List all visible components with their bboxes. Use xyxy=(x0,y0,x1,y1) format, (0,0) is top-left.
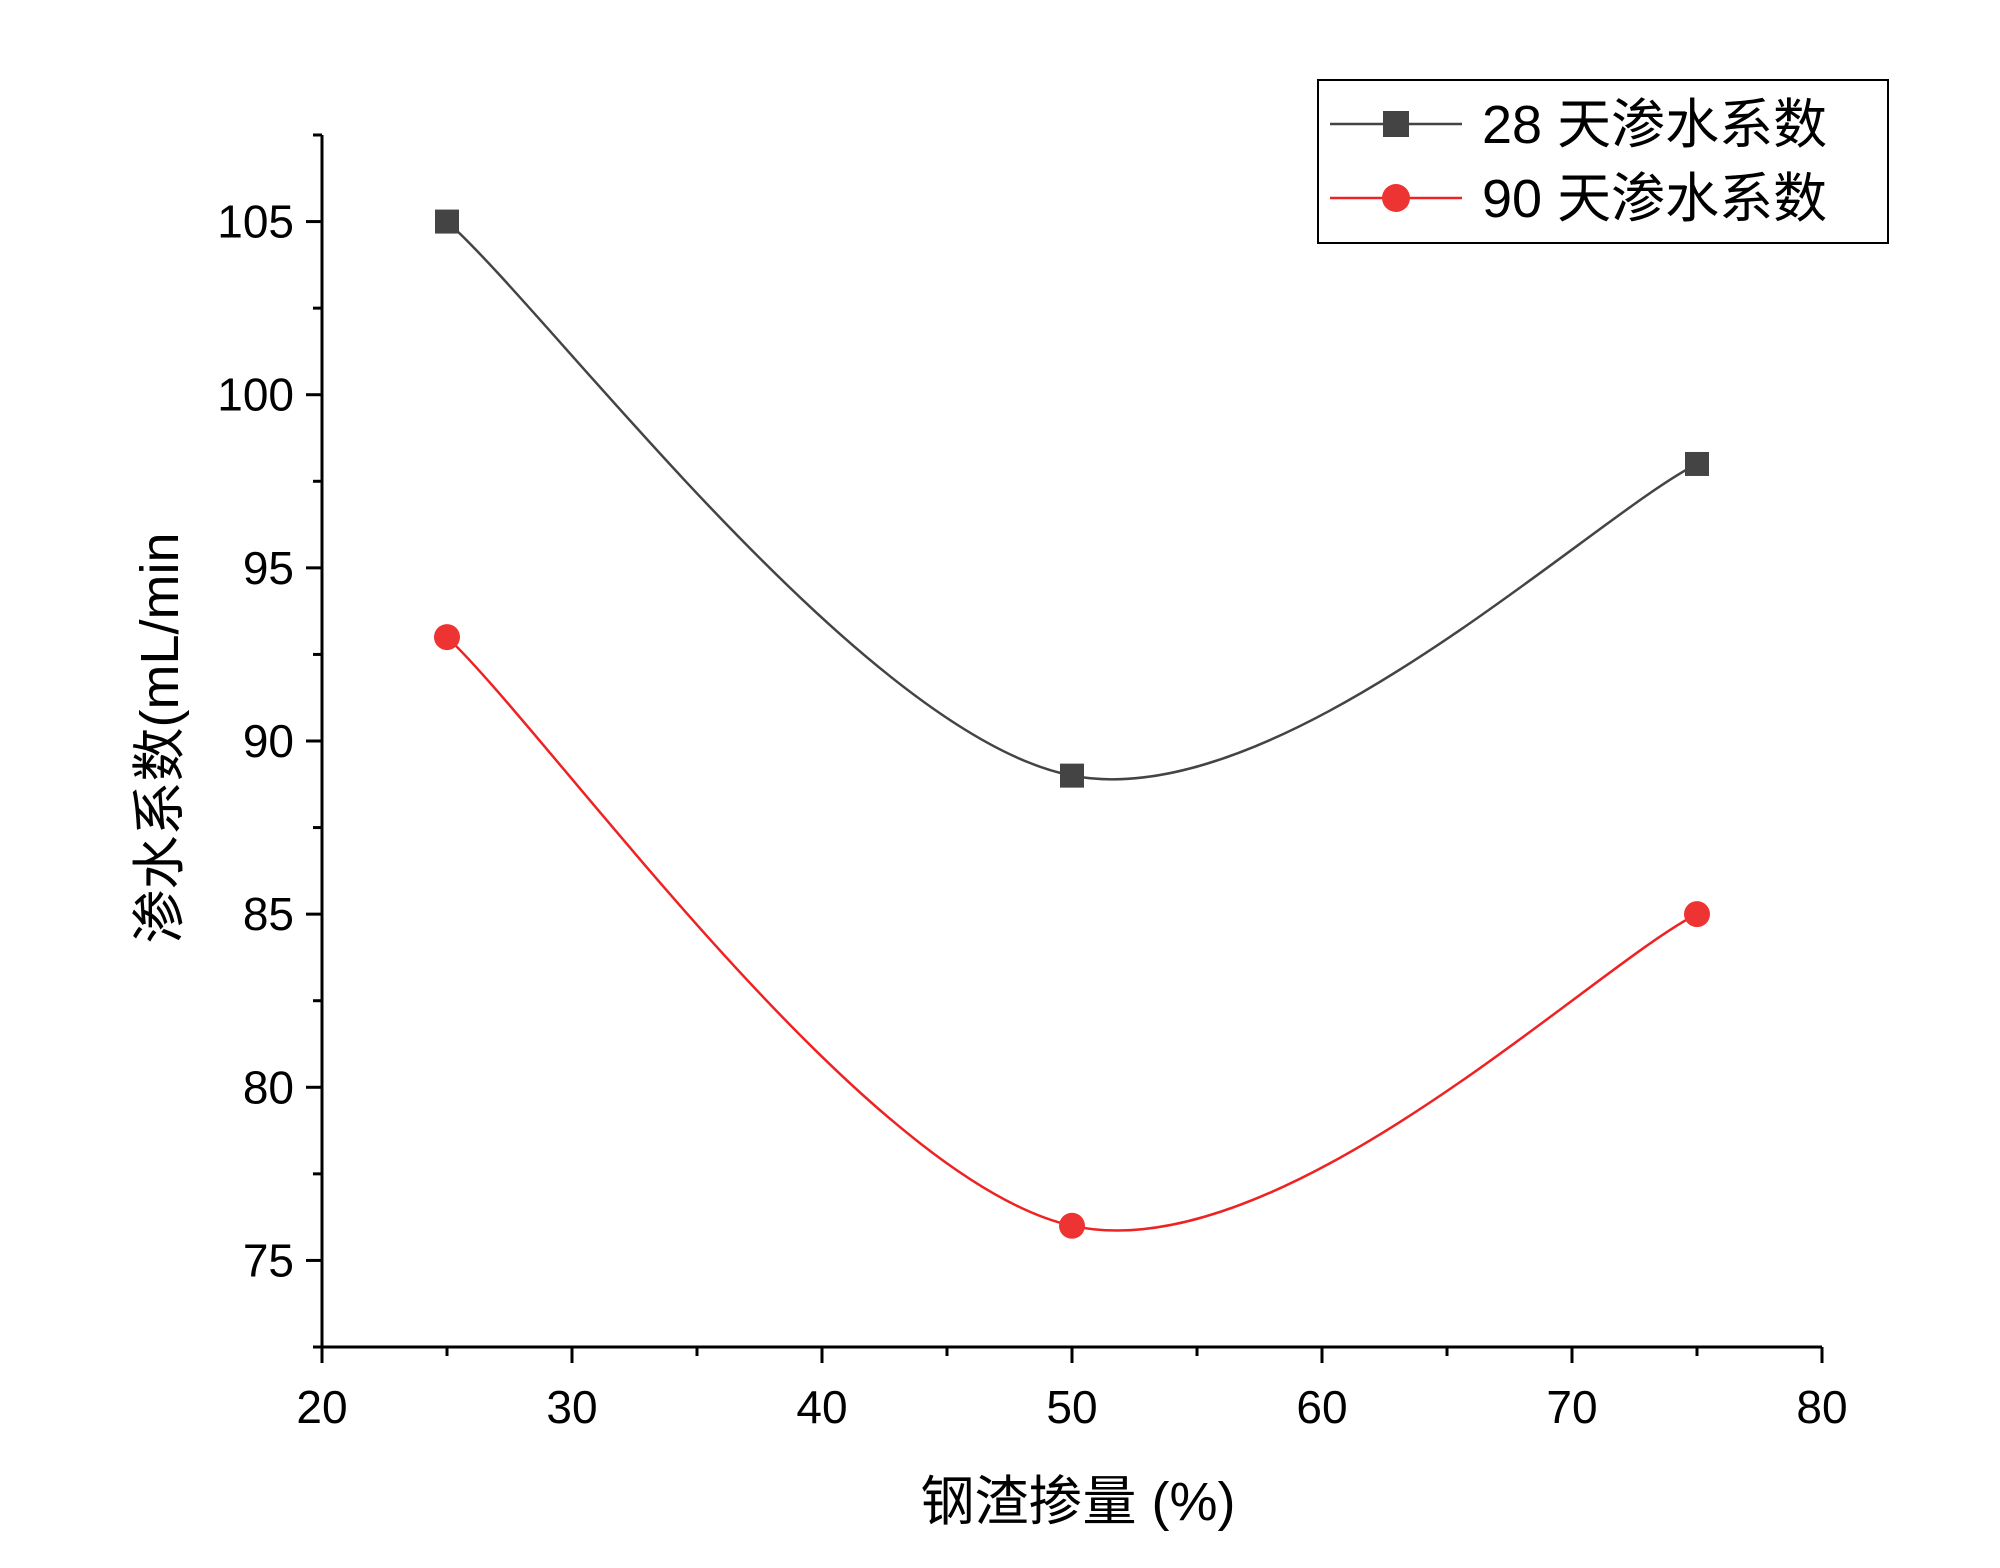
series-line xyxy=(446,220,1698,781)
y-tick-label: 80 xyxy=(243,1061,294,1113)
x-tick-label: 70 xyxy=(1546,1381,1597,1433)
legend: 28 天渗水系数 90 天渗水系数 xyxy=(1317,79,1889,244)
y-tick-label: 85 xyxy=(243,888,294,940)
x-tick-label: 60 xyxy=(1296,1381,1347,1433)
x-tick-label: 80 xyxy=(1796,1381,1847,1433)
legend-marker xyxy=(1382,184,1410,212)
data-point xyxy=(1060,763,1084,788)
series-2 xyxy=(434,624,1710,1239)
data-point xyxy=(434,624,460,651)
legend-label: 28 天渗水系数 xyxy=(1482,95,1827,155)
y-tick-label: 105 xyxy=(217,196,294,248)
axes: 20 30 40 50 60 70 80 75 80 85 90 95 100 105 xyxy=(217,133,1848,1433)
legend-entry: 28 天渗水系数 xyxy=(1330,95,1827,155)
y-tick-label: 100 xyxy=(217,369,294,421)
series-layer xyxy=(434,209,1710,1239)
x-tick-label: 40 xyxy=(796,1381,847,1433)
legend-box xyxy=(1317,79,1889,244)
data-point xyxy=(1685,451,1709,476)
legend-marker xyxy=(1383,111,1409,137)
y-tick-label: 95 xyxy=(243,542,294,594)
x-axis-label: 钢渣掺量 (%) xyxy=(921,1472,1236,1532)
data-point xyxy=(1059,1212,1085,1239)
x-tick-label: 20 xyxy=(296,1381,347,1433)
data-point xyxy=(435,209,459,234)
series-1 xyxy=(435,209,1709,788)
legend-label: 90 天渗水系数 xyxy=(1482,169,1827,229)
y-axis-label: 渗水系数(mL/min xyxy=(130,532,190,943)
x-tick-label: 50 xyxy=(1046,1381,1097,1433)
series-line xyxy=(446,636,1698,1232)
x-tick-label: 30 xyxy=(546,1381,597,1433)
y-tick-label: 90 xyxy=(243,715,294,767)
y-tick-label: 75 xyxy=(243,1234,294,1286)
legend-entry: 90 天渗水系数 xyxy=(1330,169,1827,229)
data-point xyxy=(1684,901,1710,928)
